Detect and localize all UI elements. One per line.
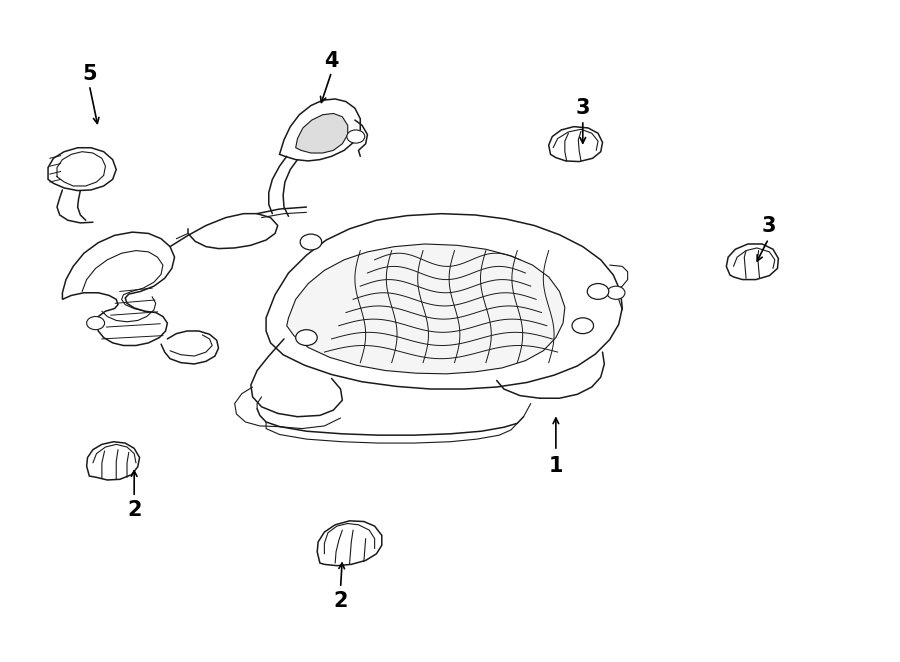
Polygon shape <box>266 214 622 389</box>
Circle shape <box>346 130 364 143</box>
Polygon shape <box>287 244 565 374</box>
Text: 1: 1 <box>549 456 563 476</box>
Polygon shape <box>317 521 382 566</box>
Text: 2: 2 <box>333 591 347 611</box>
Text: 4: 4 <box>324 51 338 71</box>
Polygon shape <box>62 232 175 346</box>
Circle shape <box>86 316 104 330</box>
Polygon shape <box>726 244 778 279</box>
Text: 5: 5 <box>82 64 96 84</box>
Circle shape <box>296 330 317 346</box>
Circle shape <box>588 283 608 299</box>
Polygon shape <box>549 126 602 162</box>
Text: 2: 2 <box>127 500 141 520</box>
Polygon shape <box>86 442 140 480</box>
Text: 3: 3 <box>761 216 776 236</box>
Polygon shape <box>280 99 360 161</box>
Text: 3: 3 <box>575 98 590 118</box>
Circle shape <box>607 286 625 299</box>
Polygon shape <box>296 113 347 153</box>
Circle shape <box>301 234 321 250</box>
Polygon shape <box>48 148 116 191</box>
Circle shape <box>572 318 594 334</box>
